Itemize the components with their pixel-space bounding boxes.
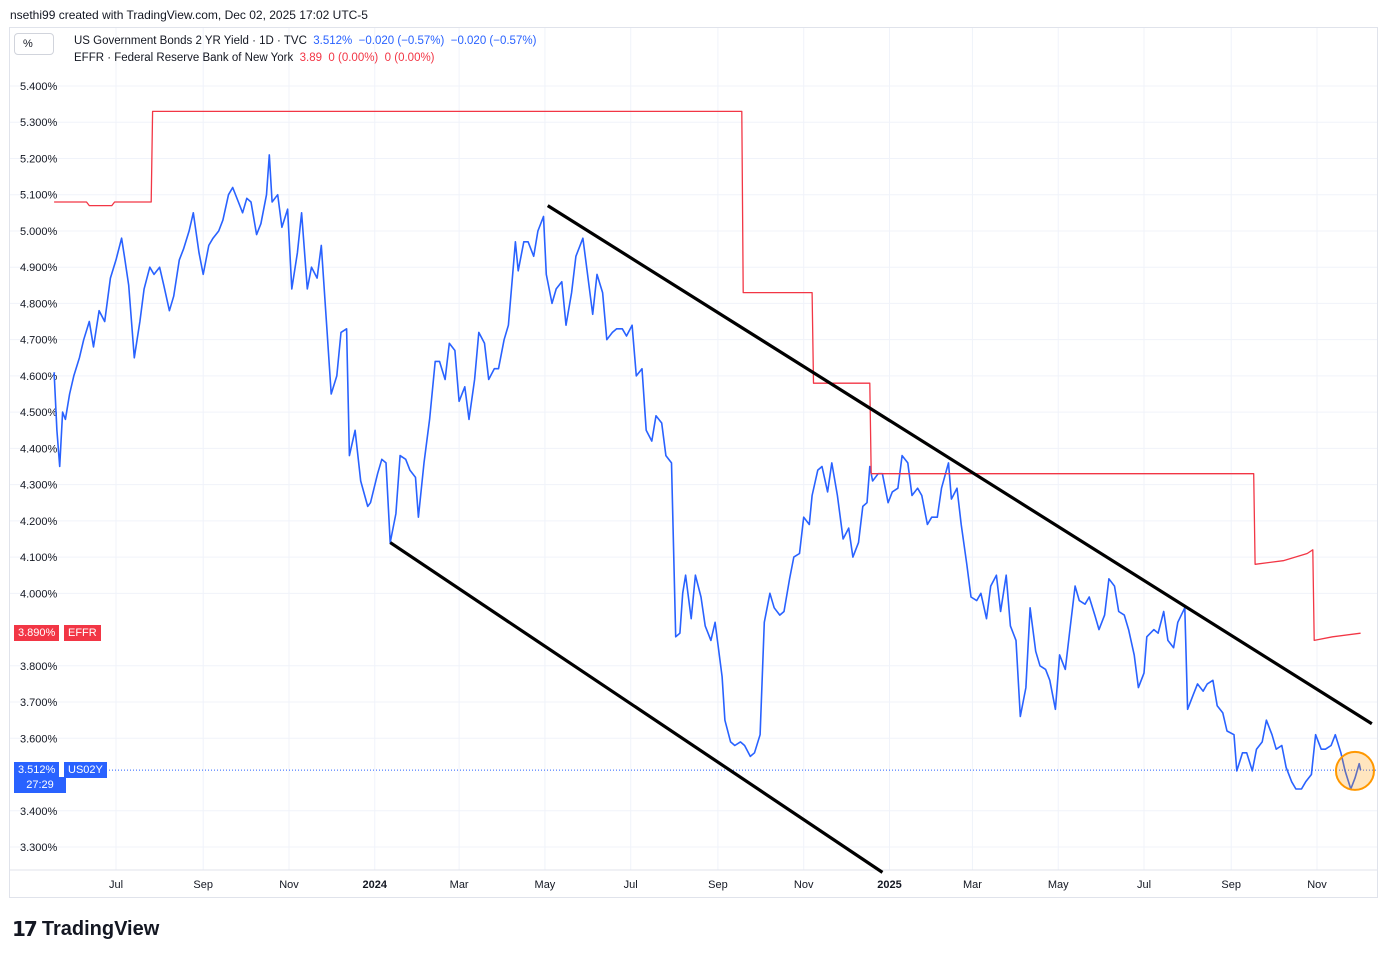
x-tick-label: Sep [1221,879,1241,891]
y-tick-label: 4.200% [20,516,58,528]
y-tick-label: 4.100% [20,552,58,564]
highlight-circle [1334,750,1375,791]
y-tick-label: 5.000% [20,226,58,238]
x-tick-label: 2025 [877,879,901,891]
y-tick-label: 3.700% [20,697,58,709]
chart-attribution: nsethi99 created with TradingView.com, D… [10,8,368,22]
legend-effr-change-alt: 0 (0.00%) [384,52,435,64]
x-tick-label: 2024 [363,879,388,891]
x-tick-label: Jul [109,879,123,891]
x-tick-label: Mar [963,879,982,891]
drawing-overlays [106,204,1377,874]
legend-effr-name: EFFR · Federal Reserve Bank of New York [74,52,294,64]
y-tick-label: 4.300% [20,480,58,492]
x-tick-label: Sep [193,879,213,891]
y-tick-label: 3.400% [20,806,58,818]
trendline-upper [546,204,1373,726]
series-line-us02y [53,154,1362,790]
y-tick-label: 3.600% [20,733,58,745]
y-tick-label: 5.300% [20,117,58,129]
legend-effr-value: 3.89 [299,52,323,64]
trendline-lower [389,541,884,874]
y-tick-label: 5.200% [20,153,58,165]
y-tick-label: 5.400% [20,81,58,93]
us02y-label-badge: US02Y [64,762,107,778]
effr-price-badge: 3.890% [14,625,60,641]
x-tick-label: Sep [708,879,728,891]
y-tick-label: 4.900% [20,262,58,274]
y-tick-label: 4.600% [20,371,58,383]
legend-us02y-change: −0.020 (−0.57%) [358,35,445,47]
legend-row-effr[interactable]: EFFR · Federal Reserve Bank of New York … [74,52,435,64]
x-tick-label: Nov [1307,879,1327,891]
legend-us02y-value: 3.512% [313,35,353,47]
y-tick-label: 4.500% [20,407,58,419]
effr-label-badge: EFFR [64,625,101,641]
x-tick-label: Nov [794,879,814,891]
series-line-effr [54,110,1361,642]
x-axis-labels: Jul Sep Nov 2024 Mar May Jul Sep Nov 2025 Mar May Ju… [109,879,1327,891]
y-tick-label: 4.000% [20,588,58,600]
x-tick-label: Jul [624,879,638,891]
y-axis-labels: 5.400% 5.300% 5.200% 5.100% 5.000% 4.900% 4.80… [20,81,58,854]
legend-us02y-name: US Government Bonds 2 YR Yield · 1D · TV… [74,35,307,47]
tradingview-brand: TradingView [41,917,160,940]
y-tick-label: 4.400% [20,443,58,455]
chart-grid [10,28,1377,871]
y-tick-label: 4.700% [20,335,58,347]
x-tick-label: May [535,879,556,891]
chart-pane[interactable] [9,27,1378,898]
x-tick-label: May [1048,879,1069,891]
bar-countdown-badge: 27:29 [14,777,66,793]
y-tick-label: 4.800% [20,298,58,310]
tradingview-logo-icon: 17 [12,917,38,941]
tradingview-logo[interactable]: 17 TradingView [12,917,159,941]
legend-row-us02y[interactable]: US Government Bonds 2 YR Yield · 1D · TV… [74,35,536,47]
legend-us02y-change-alt: −0.020 (−0.57%) [450,35,537,47]
series-lines [53,110,1362,790]
x-tick-label: Mar [450,879,469,891]
scale-mode-button[interactable]: % [14,33,54,55]
us02y-price-badge: 3.512% [14,762,60,778]
x-tick-label: Nov [279,879,299,891]
y-tick-label: 5.100% [20,190,58,202]
legend-effr-change: 0 (0.00%) [328,52,379,64]
x-tick-label: Jul [1137,879,1151,891]
y-tick-label: 3.300% [20,842,58,854]
y-tick-label: 3.800% [20,661,58,673]
